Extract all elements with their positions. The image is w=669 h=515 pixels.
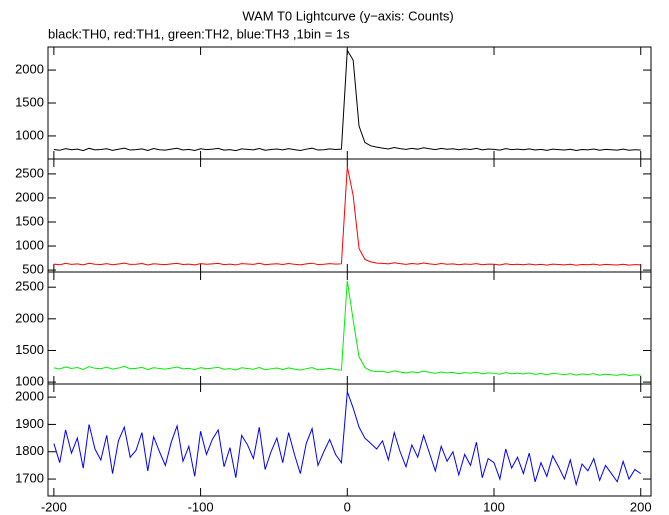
x-tick-label: 200 bbox=[630, 499, 652, 514]
x-tick-label: -100 bbox=[188, 499, 214, 514]
x-tick-label: -200 bbox=[41, 499, 67, 514]
y-tick-label: 2000 bbox=[15, 310, 44, 325]
y-tick-label: 1500 bbox=[15, 342, 44, 357]
x-tick-label: 100 bbox=[483, 499, 505, 514]
y-tick-label: 1900 bbox=[15, 416, 44, 431]
panel-frame bbox=[47, 46, 652, 160]
y-tick-label: 2000 bbox=[15, 61, 44, 76]
x-tick-label: 0 bbox=[344, 499, 351, 514]
chart-title: WAM T0 Lightcurve (y−axis: Counts) bbox=[242, 8, 453, 23]
data-line bbox=[53, 391, 642, 487]
y-tick-label: 2500 bbox=[15, 279, 44, 294]
data-line bbox=[53, 280, 641, 377]
chart-subtitle: black:TH0, red:TH1, green:TH2, blue:TH3 … bbox=[48, 26, 350, 41]
y-tick-label: 2000 bbox=[15, 189, 44, 204]
y-tick-label: 1700 bbox=[15, 471, 44, 486]
y-tick-label: 1000 bbox=[15, 374, 44, 389]
panel-frame bbox=[47, 271, 652, 385]
panel-frame bbox=[47, 383, 652, 497]
y-tick-label: 1500 bbox=[15, 94, 44, 109]
data-line bbox=[53, 48, 641, 152]
y-tick-label: 1800 bbox=[15, 443, 44, 458]
data-line bbox=[53, 166, 641, 266]
y-tick-label: 2000 bbox=[15, 389, 44, 404]
y-tick-label: 1000 bbox=[15, 127, 44, 142]
y-tick-label: 2500 bbox=[15, 165, 44, 180]
y-tick-label: 500 bbox=[22, 262, 44, 277]
y-tick-label: 1000 bbox=[15, 237, 44, 252]
y-tick-label: 1500 bbox=[15, 213, 44, 228]
